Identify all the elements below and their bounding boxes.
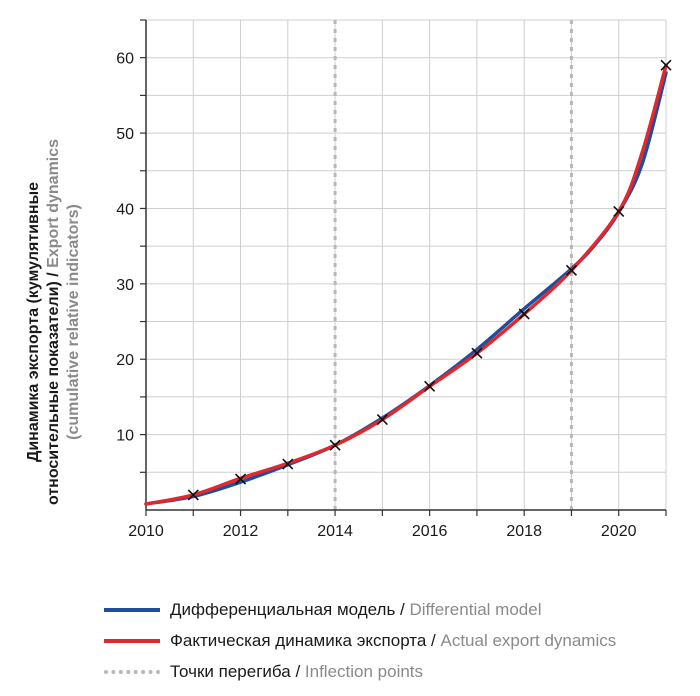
y-axis-title-line3: (cumulative relative indicators) (65, 204, 82, 440)
data-marker (234, 473, 247, 485)
y-tick-label: 50 (116, 126, 134, 143)
data-marker-stroke (471, 347, 483, 359)
x-tick-labels: 2010 2012 2014 2016 2018 2020 (128, 523, 636, 540)
legend-label-en: Differential model (409, 599, 542, 619)
legend-item-inflection-points: Точки перегиба / Inflection points (104, 656, 616, 687)
data-marker (565, 264, 578, 276)
data-marker (471, 347, 483, 359)
legend-swatch-blue-line (104, 607, 160, 612)
y-tick-label: 30 (116, 277, 134, 294)
y-axis-title-line2-en: Export dynamics (45, 139, 62, 268)
data-marker-stroke (613, 205, 625, 218)
legend: Дифференциальная модель / Differential m… (104, 594, 616, 687)
legend-item-differential-model: Дифференциальная модель / Differential m… (104, 594, 616, 625)
y-tick-label: 20 (116, 352, 134, 369)
data-marker-stroke (329, 439, 341, 451)
legend-separator: / (426, 630, 441, 650)
export-dynamics-chart: 2010 2012 2014 2016 2018 2020 10 20 30 40 50 60 Ди… (25, 19, 672, 540)
axes (140, 19, 667, 516)
data-marker-stroke (424, 380, 436, 392)
legend-label-ru: Дифференциальная модель (170, 599, 396, 619)
x-tick-label: 2016 (412, 523, 448, 540)
legend-label-en: Actual export dynamics (440, 630, 617, 650)
y-tick-label: 60 (116, 51, 134, 68)
data-marker (187, 489, 199, 501)
data-marker-stroke (282, 458, 294, 470)
y-axis-title-line2-ru: относительные показатели) / (45, 268, 62, 505)
legend-separator: / (395, 599, 410, 619)
inflection-lines (333, 20, 573, 510)
legend-swatch-dotted-line (104, 669, 160, 674)
data-marker (613, 205, 625, 218)
legend-separator: / (290, 661, 305, 681)
grid (145, 19, 667, 510)
x-tick-label: 2014 (317, 523, 353, 540)
y-tick-label: 10 (116, 428, 134, 445)
y-axis-title: Динамика экспорта (кумулятивные относите… (25, 139, 82, 505)
y-axis-title-line1: Динамика экспорта (кумулятивные (25, 182, 42, 462)
x-tick-label: 2012 (223, 523, 259, 540)
y-axis-title-line2: относительные показатели) / Export dynam… (45, 139, 62, 505)
data-marker-stroke (518, 308, 530, 320)
data-marker (282, 458, 294, 470)
series-lines (144, 63, 668, 506)
series-line-differential-model (144, 71, 668, 506)
series-line-actual-export-dynamics (144, 63, 668, 506)
y-tick-label: 40 (116, 201, 134, 218)
data-marker (376, 413, 388, 426)
y-tick-labels: 10 20 30 40 50 60 (116, 51, 134, 445)
legend-label-ru: Точки перегиба (170, 661, 291, 681)
legend-label-en: Inflection points (304, 661, 424, 681)
data-marker-stroke (565, 264, 578, 276)
data-marker (518, 308, 530, 320)
data-marker (660, 59, 672, 71)
legend-item-actual-export-dynamics: Фактическая динамика экспорта / Actual e… (104, 625, 616, 656)
data-marker-stroke (376, 413, 388, 426)
x-tick-label: 2010 (128, 523, 164, 540)
data-marker-stroke (234, 473, 247, 485)
x-tick-label: 2018 (506, 523, 542, 540)
data-marker (329, 439, 341, 451)
data-marker-stroke (187, 489, 199, 501)
x-tick-label: 2020 (601, 523, 637, 540)
legend-swatch-red-line (104, 638, 160, 643)
data-markers (187, 59, 672, 501)
data-marker-stroke (660, 59, 672, 71)
data-marker (424, 380, 436, 392)
legend-label-ru: Фактическая динамика экспорта (170, 630, 427, 650)
